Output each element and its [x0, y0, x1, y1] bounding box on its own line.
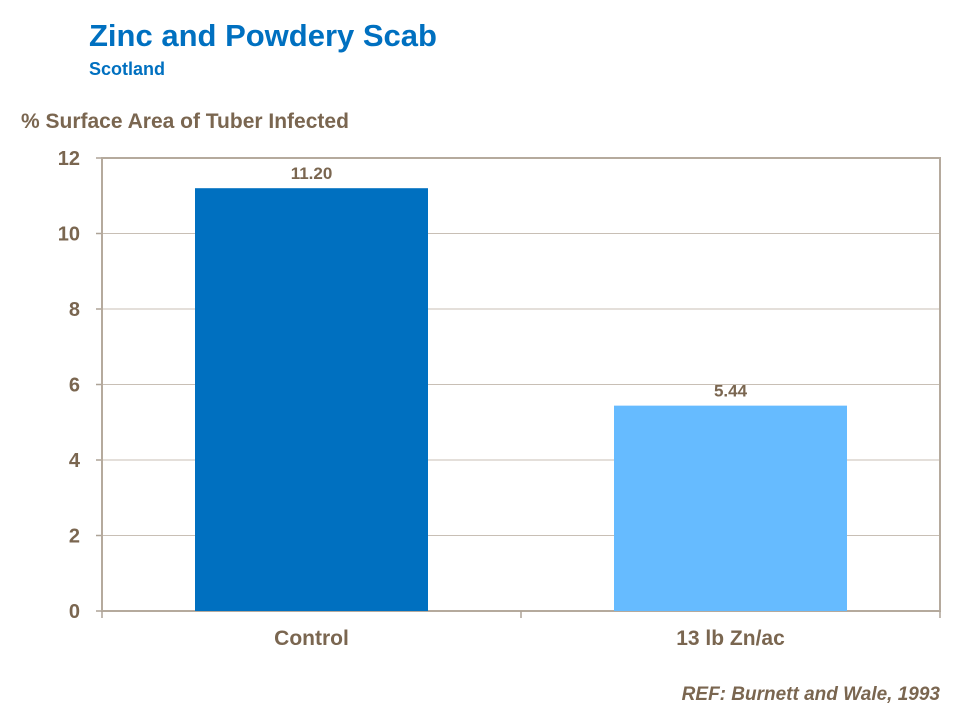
x-tick-label: 13 lb Zn/ac [676, 627, 785, 650]
x-tick-label: Control [274, 627, 349, 650]
bar-0 [195, 188, 428, 611]
y-tick-label: 0 [69, 601, 80, 623]
y-tick-label: 12 [58, 148, 80, 170]
y-tick-label: 2 [69, 526, 80, 548]
y-axis-label: % Surface Area of Tuber Infected [21, 110, 349, 133]
y-tick-label: 6 [69, 375, 80, 397]
data-label: 11.20 [291, 164, 333, 183]
chart-title: Zinc and Powdery Scab [89, 18, 437, 53]
data-label: 5.44 [714, 382, 748, 401]
y-tick-label: 8 [69, 299, 80, 321]
chart-subtitle: Scotland [89, 59, 166, 79]
y-tick-label: 4 [69, 450, 81, 472]
reference-note: REF: Burnett and Wale, 1993 [681, 684, 940, 705]
bar-1 [614, 405, 847, 611]
y-tick-label: 10 [58, 224, 80, 246]
